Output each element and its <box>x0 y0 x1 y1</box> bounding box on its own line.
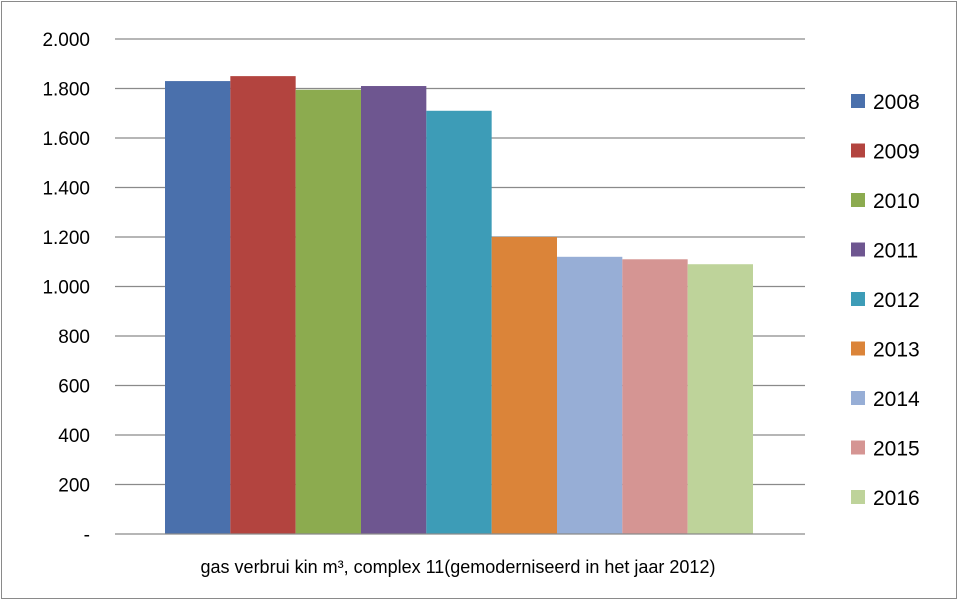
legend-swatch-2008 <box>851 94 865 108</box>
bar-2014 <box>557 256 623 534</box>
legend-swatch-2009 <box>851 143 865 158</box>
y-tick-label: 1.000 <box>42 278 90 299</box>
bar-2009 <box>230 76 296 534</box>
y-tick-label: 1.400 <box>42 179 90 200</box>
bar-2008 <box>165 81 231 534</box>
legend-swatch-2011 <box>851 242 865 257</box>
legend-label-2013: 2013 <box>873 339 920 362</box>
legend-label-2008: 2008 <box>873 91 920 114</box>
bar-2016 <box>687 264 753 534</box>
legend-label-2016: 2016 <box>873 487 920 510</box>
bar-2013 <box>491 237 557 534</box>
bar-2015 <box>622 259 688 534</box>
y-tick-label: - <box>84 525 90 546</box>
legend-label-2012: 2012 <box>873 289 920 312</box>
y-tick-label: 1.800 <box>42 80 90 101</box>
x-category-label: gas verbrui kin m³, complex 11(gemoderni… <box>201 557 716 577</box>
bar-2012 <box>426 110 492 535</box>
y-axis-ticks: - 200 400 600 800 1.000 1.200 1.400 1.600 1.800 2.… <box>42 30 90 546</box>
legend-label-2009: 2009 <box>873 141 920 164</box>
legend-swatch-2012 <box>851 292 865 306</box>
legend-swatch-2014 <box>851 391 865 405</box>
legend-label-2015: 2015 <box>873 438 920 461</box>
bar-2011 <box>361 86 427 535</box>
y-tick-label: 1.200 <box>42 228 90 249</box>
y-tick-label: 800 <box>58 327 90 348</box>
legend-swatch-2013 <box>851 341 865 356</box>
legend-label-2014: 2014 <box>873 388 920 411</box>
bars <box>165 76 753 535</box>
bar-2010 <box>295 89 361 535</box>
y-tick-label: 200 <box>58 476 90 497</box>
legend-swatch-2010 <box>851 193 865 207</box>
legend-swatch-2015 <box>851 440 865 455</box>
legend: 2008 2009 2010 2011 2012 2013 2014 2015 2016 <box>851 91 920 510</box>
legend-swatch-2016 <box>851 490 865 504</box>
y-tick-label: 600 <box>58 377 90 398</box>
y-tick-label: 1.600 <box>42 129 90 150</box>
y-tick-label: 400 <box>58 426 90 447</box>
y-tick-label: 2.000 <box>42 30 90 51</box>
legend-label-2011: 2011 <box>873 240 918 263</box>
legend-label-2010: 2010 <box>873 190 920 213</box>
